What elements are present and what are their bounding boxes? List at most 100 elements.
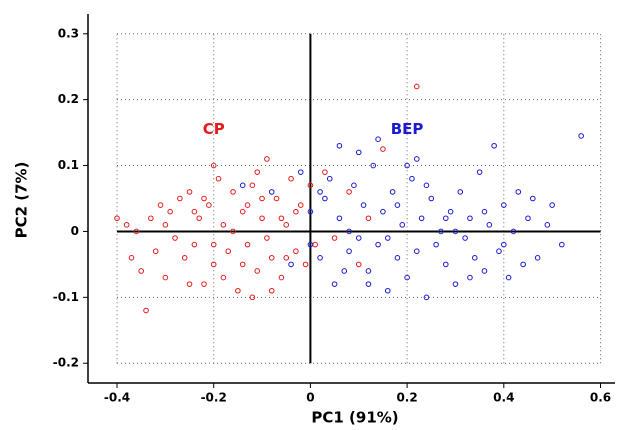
point <box>239 261 246 268</box>
y-tick-label: 0.1 <box>58 158 79 172</box>
point <box>307 182 314 189</box>
point <box>293 248 299 255</box>
point <box>196 215 203 222</box>
point <box>384 287 391 294</box>
annotation: CP <box>203 120 225 138</box>
point <box>500 241 507 248</box>
point <box>442 261 449 268</box>
point <box>186 281 193 287</box>
point <box>297 169 304 175</box>
point <box>355 235 362 241</box>
point <box>128 255 135 261</box>
point <box>239 208 246 215</box>
point <box>544 222 551 228</box>
point <box>235 287 241 294</box>
point <box>462 235 468 241</box>
x-tick-label: 0.4 <box>493 391 514 405</box>
point <box>404 274 410 281</box>
y-tick-label: -0.1 <box>53 290 79 304</box>
point <box>399 222 406 228</box>
point <box>322 195 328 202</box>
point <box>172 235 178 241</box>
point <box>515 189 522 195</box>
point <box>167 208 173 215</box>
point <box>423 294 430 301</box>
point <box>138 268 144 274</box>
point <box>181 255 188 261</box>
point <box>225 248 232 255</box>
point <box>355 149 362 156</box>
point <box>442 215 449 222</box>
point <box>249 294 256 301</box>
point <box>162 274 169 281</box>
point <box>191 208 198 215</box>
point <box>210 261 217 268</box>
point <box>152 248 159 255</box>
point <box>143 307 149 314</box>
point <box>346 248 352 255</box>
point <box>355 261 362 268</box>
point <box>505 274 512 281</box>
point <box>244 202 251 208</box>
point <box>186 189 193 195</box>
point <box>302 261 309 268</box>
point <box>312 241 319 248</box>
point <box>322 169 328 175</box>
point <box>162 222 169 228</box>
point <box>365 268 372 274</box>
point <box>307 208 314 215</box>
point <box>433 241 439 248</box>
point <box>264 235 270 241</box>
point <box>273 195 280 202</box>
point <box>525 215 531 222</box>
point <box>413 156 420 162</box>
point <box>481 268 488 274</box>
point <box>148 215 154 222</box>
point <box>476 169 483 175</box>
point <box>215 175 222 182</box>
point <box>438 228 444 235</box>
point <box>389 189 396 195</box>
point <box>351 182 357 189</box>
point <box>133 228 140 235</box>
point <box>249 182 256 189</box>
point <box>491 142 497 149</box>
point <box>360 202 367 208</box>
point <box>317 189 323 195</box>
point <box>268 287 275 294</box>
point <box>341 268 348 274</box>
x-tick-label: -0.2 <box>201 391 227 405</box>
point <box>375 136 381 142</box>
point <box>278 274 285 281</box>
x-tick-label: 0.6 <box>590 391 611 405</box>
point <box>230 228 236 235</box>
point <box>418 215 425 222</box>
y-tick-label: 0.3 <box>58 26 79 40</box>
point <box>264 156 270 162</box>
point <box>510 228 517 235</box>
point <box>191 241 198 248</box>
point <box>413 83 420 90</box>
point <box>413 248 420 255</box>
y-tick-label: 0 <box>71 224 79 238</box>
point <box>380 208 386 215</box>
point <box>278 215 285 222</box>
point <box>331 235 338 241</box>
point <box>559 241 565 248</box>
point <box>404 162 410 169</box>
point <box>307 241 314 248</box>
y-tick-label: 0.2 <box>58 92 79 106</box>
point <box>486 222 493 228</box>
point <box>254 169 261 175</box>
point <box>288 261 294 268</box>
point <box>114 215 120 222</box>
point <box>534 255 541 261</box>
point <box>500 202 507 208</box>
point <box>244 241 251 248</box>
point <box>452 281 459 287</box>
point <box>297 202 304 208</box>
point <box>549 202 555 208</box>
point <box>317 255 323 261</box>
point <box>336 215 343 222</box>
point <box>206 202 212 208</box>
